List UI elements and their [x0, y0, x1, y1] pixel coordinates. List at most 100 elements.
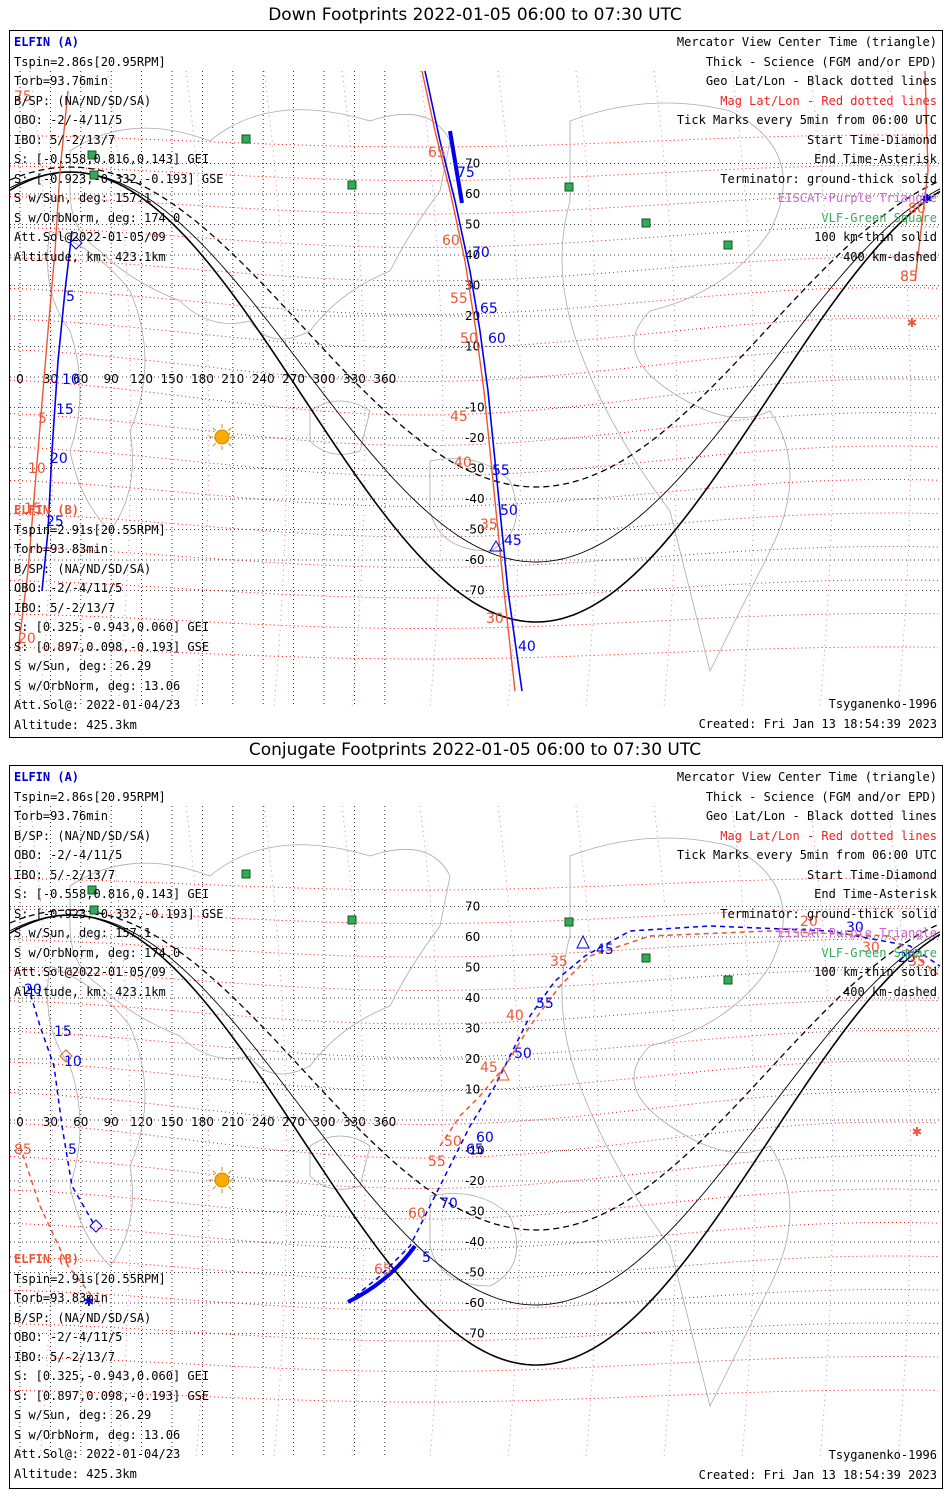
- elfin-a-time-label: 20: [50, 451, 68, 467]
- info-line: S w/Sun, deg: 26.29: [14, 659, 152, 673]
- info-line: B/SP: (NA/ND/SD/SA): [14, 828, 152, 843]
- elfin-a-time-label: 65: [480, 301, 498, 317]
- elfin-a-time-label: 20: [24, 982, 42, 998]
- coastline: [429, 1193, 517, 1287]
- info-line: Tspin=2.86s[20.95RPM]: [14, 54, 166, 69]
- lon-tick-label: 180: [191, 372, 214, 386]
- map-panel-conjugate: 0 30 60 90 120 150 180 210 240 270 300 330 360 70 60 50…: [9, 765, 943, 1489]
- model-label: Tsyganenko-1996: [828, 697, 937, 711]
- mag-lat-gridline: [10, 1091, 939, 1125]
- mag-lat-gridline: [10, 1255, 939, 1281]
- legend-item: Geo Lat/Lon - Black dotted lines: [705, 74, 937, 88]
- vlf-station-square: [641, 218, 651, 228]
- info-line: S: [-0.923,-0.332,-0.193] GSE: [14, 906, 224, 921]
- end-time-asterisk: ✱: [84, 1291, 94, 1310]
- lat-tick-label: 40: [465, 248, 480, 262]
- legend-item: End Time-Asterisk: [814, 152, 937, 166]
- info-line: IBO: 5/-2/13/7: [14, 600, 116, 615]
- info-line: OBO: -2/-4/11/5: [14, 113, 123, 127]
- info-line: Att.Sol@2022-01-05/09: [14, 230, 166, 244]
- vlf-station-square: [347, 180, 357, 190]
- elfin-b-time-label: 35: [550, 954, 568, 970]
- lon-tick-label: 120: [130, 372, 153, 386]
- coastline: [561, 102, 791, 673]
- vlf-station-square: [723, 240, 733, 250]
- lat-tick-label: 60: [465, 930, 480, 944]
- lon-tick-label: 300: [313, 1115, 336, 1129]
- elfin-b-time-label: 55: [428, 1154, 446, 1170]
- elfin-b-time-label: 40: [506, 1008, 524, 1024]
- mag-lat-gridline: [10, 1289, 939, 1311]
- info-line: Tspin=2.91s[20.55RPM]: [14, 522, 166, 537]
- vlf-station-square: [89, 170, 99, 180]
- mag-lon-gridline: [731, 805, 756, 1459]
- model-label: Tsyganenko-1996: [828, 1448, 937, 1462]
- elfin-b-time-label: 30: [486, 611, 504, 627]
- elfin-b-time-label: 45: [480, 1060, 498, 1076]
- mag-lat-gridline: [10, 999, 939, 1025]
- mag-lat-gridline: [10, 579, 939, 599]
- mag-lat-gridline: [10, 546, 939, 568]
- mag-lat-gridline: [10, 256, 939, 282]
- mag-lat-gridline: [10, 287, 939, 315]
- legend-item: Mag Lat/Lon - Red dotted lines: [720, 93, 937, 108]
- legend-item: 100 km-thin solid: [814, 965, 937, 979]
- elfin-a-science-segment: [347, 1244, 417, 1304]
- elfin-a-track: [424, 70, 523, 692]
- lon-tick-label: 60: [73, 372, 88, 386]
- lat-tick-label: 30: [465, 1022, 480, 1036]
- sun-ray: [212, 427, 216, 431]
- elfin-a-time-label: 75: [457, 165, 475, 181]
- lat-tick-label: -40: [465, 1235, 485, 1249]
- coastline: [309, 1135, 371, 1190]
- legend-item: 100 km-thin solid: [814, 230, 937, 244]
- mag-lat-gridline: [10, 1030, 939, 1058]
- center-time-triangle: [576, 934, 590, 949]
- elfin-b-time-label: 5: [38, 411, 47, 427]
- vlf-station-square: [89, 905, 99, 915]
- vlf-station-square: [87, 150, 97, 160]
- legend-item: Geo Lat/Lon - Black dotted lines: [705, 809, 937, 823]
- mag-lon-gridline: [809, 805, 834, 1459]
- legend-item: EISCAT-Purple Triangle: [778, 191, 937, 205]
- info-line: IBO: 5/-2/13/7: [14, 867, 116, 882]
- lat-tick-label: -60: [465, 1296, 485, 1310]
- info-line: S: [0.897,0.098,-0.193] GSE: [14, 639, 210, 654]
- info-line: OBO: -2/-4/11/5: [14, 1330, 123, 1344]
- elfin-b-info: ELFIN (B) Tspin=2.91s[20.55RPM] Torb=93.…: [14, 1250, 209, 1484]
- info-line: Torb=93.83min: [14, 1291, 108, 1305]
- elfin-b-time-label: 60: [442, 233, 460, 249]
- lon-tick-label: 60: [73, 1115, 88, 1129]
- lat-tick-label: 70: [465, 157, 480, 171]
- info-line: Altitude, km: 423.1km: [14, 249, 166, 264]
- elfin-b-time-label: 80: [908, 201, 926, 217]
- legend-item: 400 km-dashed: [843, 984, 937, 999]
- elfin-a-time-label: 45: [596, 942, 614, 958]
- start-time-diamond: [69, 236, 83, 250]
- mag-lon-gridline: [575, 805, 600, 1459]
- elfin-b-time-label: 55: [450, 291, 468, 307]
- elfin-a-info: ELFIN (A) Tspin=2.86s[20.95RPM] Torb=93.…: [14, 768, 224, 1002]
- panel-title: Conjugate Footprints 2022-01-05 06:00 to…: [248, 740, 702, 760]
- elfin-b-header: ELFIN (B): [14, 1252, 80, 1266]
- lat-tick-label: 10: [465, 340, 480, 354]
- elfin-a-science-segment: [448, 130, 464, 204]
- info-line: S w/OrbNorm, deg: 174.0: [14, 945, 181, 960]
- map-panel-down: 0 30 60 90 120 150 180 210 240 270 300 330 360 70 60 50…: [9, 30, 943, 738]
- elfin-a-time-label: 5: [68, 1142, 77, 1158]
- info-line: Altitude: 425.3km: [14, 717, 137, 732]
- lat-tick-label: 50: [465, 961, 480, 975]
- elfin-b-track: [19, 1145, 101, 1307]
- lat-tick-label: -70: [465, 1327, 485, 1341]
- elfin-a-time-label: 50: [500, 503, 518, 519]
- elfin-b-time-label: 10: [28, 461, 46, 477]
- elfin-b-track: [439, 930, 941, 1147]
- terminator-line: [10, 914, 941, 1366]
- mag-lon-gridline: [29, 805, 54, 1459]
- mag-lon-gridline: [263, 805, 288, 1459]
- info-line: B/SP: (NA/ND/SD/SA): [14, 561, 152, 576]
- legend-item: Terminator: ground-thick solid: [720, 171, 937, 186]
- elfin-b-time-label: 40: [454, 455, 472, 471]
- lat-tick-label: -50: [465, 523, 485, 537]
- lat-tick-label: 20: [465, 1052, 480, 1066]
